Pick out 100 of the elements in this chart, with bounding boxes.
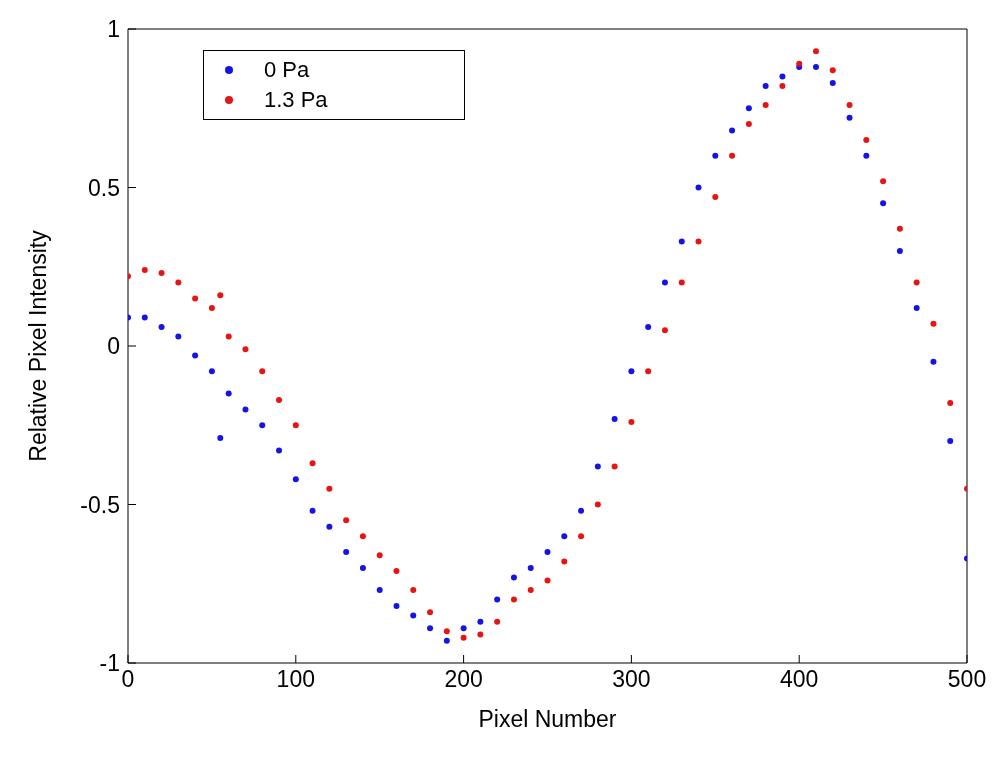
point (192, 295, 199, 302)
y-tick-label: 0.5 (88, 174, 120, 201)
point (645, 323, 652, 330)
x-tick-label: 300 (612, 666, 651, 693)
point (494, 596, 501, 603)
point (695, 184, 702, 191)
point (427, 625, 434, 632)
point (829, 67, 836, 74)
point (443, 628, 450, 635)
point (846, 102, 853, 109)
point (393, 568, 400, 575)
point (628, 368, 635, 375)
point (309, 460, 316, 467)
point (158, 323, 165, 330)
point (578, 507, 585, 514)
point (628, 419, 635, 426)
x-tick-label: 200 (444, 666, 483, 693)
point (410, 612, 417, 619)
point (896, 247, 903, 254)
point (846, 114, 853, 121)
point (762, 83, 769, 90)
point (510, 574, 517, 581)
point (309, 507, 316, 514)
point (544, 577, 551, 584)
point (779, 83, 786, 90)
point (561, 558, 568, 565)
legend-label: 1.3 Pa (264, 86, 328, 114)
point (359, 533, 366, 540)
point (217, 434, 224, 441)
point (259, 368, 266, 375)
x-tick-label: 500 (947, 666, 987, 693)
point (510, 596, 517, 603)
point (443, 637, 450, 644)
point (896, 225, 903, 232)
y-tick-label: 1 (107, 16, 120, 43)
point (326, 485, 333, 492)
point (225, 333, 232, 340)
point (427, 609, 434, 616)
point (829, 79, 836, 86)
point (259, 422, 266, 429)
point (292, 422, 299, 429)
point (695, 238, 702, 245)
point (863, 152, 870, 159)
point (930, 358, 937, 365)
point (494, 618, 501, 625)
point (292, 476, 299, 483)
point (410, 587, 417, 594)
point (661, 327, 668, 334)
point (661, 279, 668, 286)
y-tick-label: -1 (99, 650, 120, 677)
point (477, 618, 484, 625)
point (578, 533, 585, 540)
point (729, 127, 736, 134)
point (812, 48, 819, 55)
point (460, 634, 467, 641)
point (217, 292, 224, 299)
y-tick-label: -0.5 (80, 491, 120, 518)
point (712, 152, 719, 159)
point (678, 238, 685, 245)
point (527, 587, 534, 594)
point (527, 564, 534, 571)
point (611, 415, 618, 422)
point (376, 587, 383, 594)
y-axis-title: Relative Pixel Intensity (25, 229, 52, 462)
point (175, 279, 182, 286)
point (158, 270, 165, 277)
point (729, 152, 736, 159)
point (393, 602, 400, 609)
point (947, 438, 954, 445)
point (594, 463, 601, 470)
x-tick-label: 100 (276, 666, 315, 693)
point (141, 266, 148, 273)
point (913, 279, 920, 286)
point (460, 625, 467, 632)
x-axis-title: Pixel Number (478, 706, 617, 732)
point (376, 552, 383, 559)
point (745, 121, 752, 128)
point (343, 549, 350, 556)
point (225, 390, 232, 397)
point (561, 533, 568, 540)
point (326, 523, 333, 530)
point (611, 463, 618, 470)
point (343, 517, 350, 524)
point (712, 194, 719, 201)
point (678, 279, 685, 286)
point (544, 549, 551, 556)
point (175, 333, 182, 340)
point (594, 501, 601, 508)
point (863, 136, 870, 143)
point (141, 314, 148, 321)
point (913, 304, 920, 311)
point (208, 368, 215, 375)
point (880, 200, 887, 207)
point (276, 447, 283, 454)
point (745, 105, 752, 112)
point (276, 396, 283, 403)
point (477, 631, 484, 638)
point (762, 102, 769, 109)
legend-label: 0 Pa (264, 56, 310, 84)
point (242, 346, 249, 353)
